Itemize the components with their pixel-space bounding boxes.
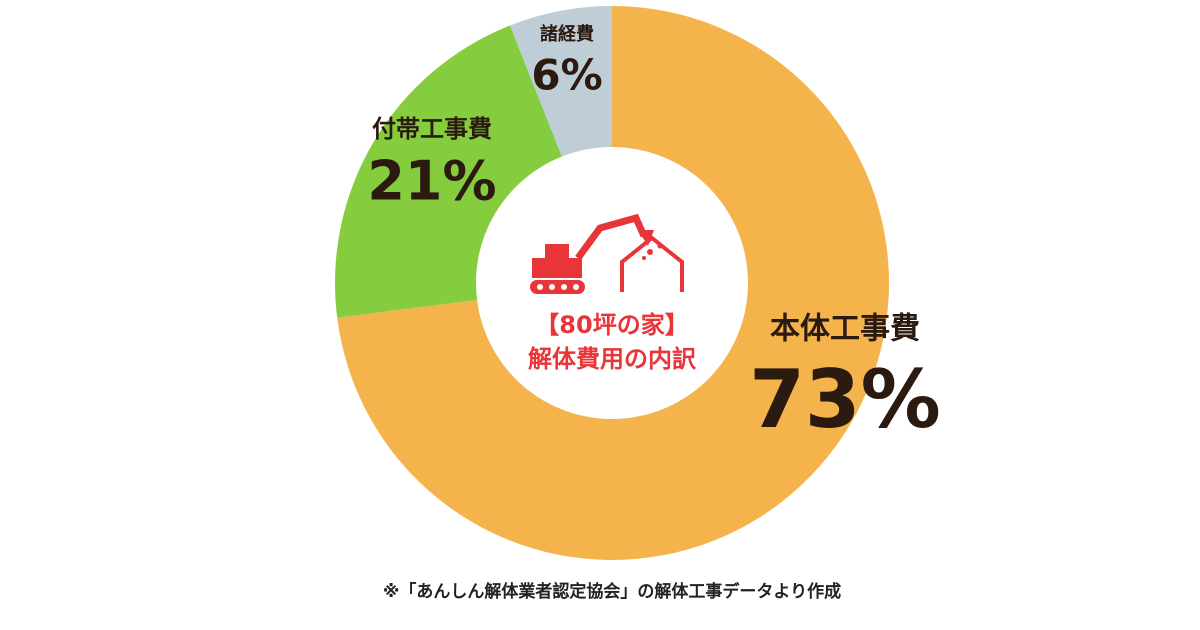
slice-label: 付帯工事費 [372,115,492,143]
slice [510,6,612,157]
footnote: ※「あんしん解体業者認定協会」の解体工事データより作成 [383,581,841,602]
center-title: 【80坪の家】 [535,311,688,339]
value-label: 21% [367,150,496,213]
slice [337,6,890,561]
slice-label: 本体工事費 [770,312,920,347]
value-label: 6% [531,51,602,100]
donut [335,6,890,561]
excavator-icon [530,213,684,294]
value-label: 73% [749,353,940,446]
slice-label: 諸経費 [540,23,594,45]
slice [335,25,562,318]
center-title: 解体費用の内訳 [528,345,697,373]
